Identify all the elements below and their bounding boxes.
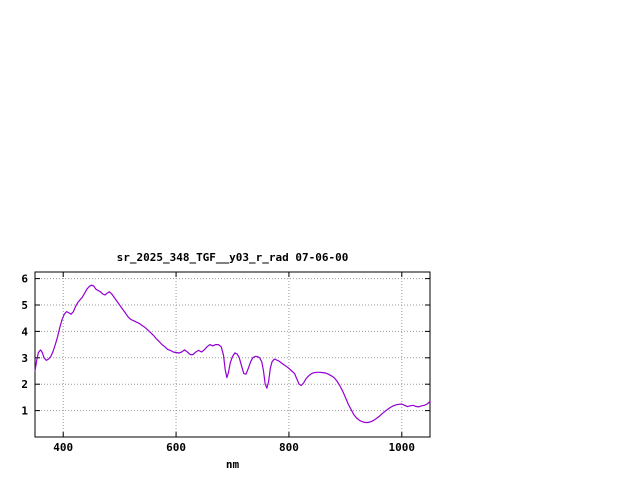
y-tick-label: 6 (21, 273, 28, 286)
x-tick-label: 1000 (389, 441, 416, 454)
data-series-line (34, 284, 431, 424)
x-tick-label: 800 (279, 441, 299, 454)
y-tick-label: 4 (21, 325, 28, 338)
x-axis-label: nm (225, 458, 240, 471)
y-tick-label: 2 (21, 378, 28, 391)
y-tick-label: 3 (21, 352, 28, 365)
y-tick-label: 1 (21, 405, 28, 418)
x-tick-label: 600 (166, 441, 186, 454)
y-tick-label: 5 (21, 299, 28, 312)
x-tick-label: 400 (53, 441, 73, 454)
chart-title: sr_2025_348_TGF__y03_r_rad 07-06-00 (116, 251, 349, 264)
plot-border (34, 271, 431, 438)
